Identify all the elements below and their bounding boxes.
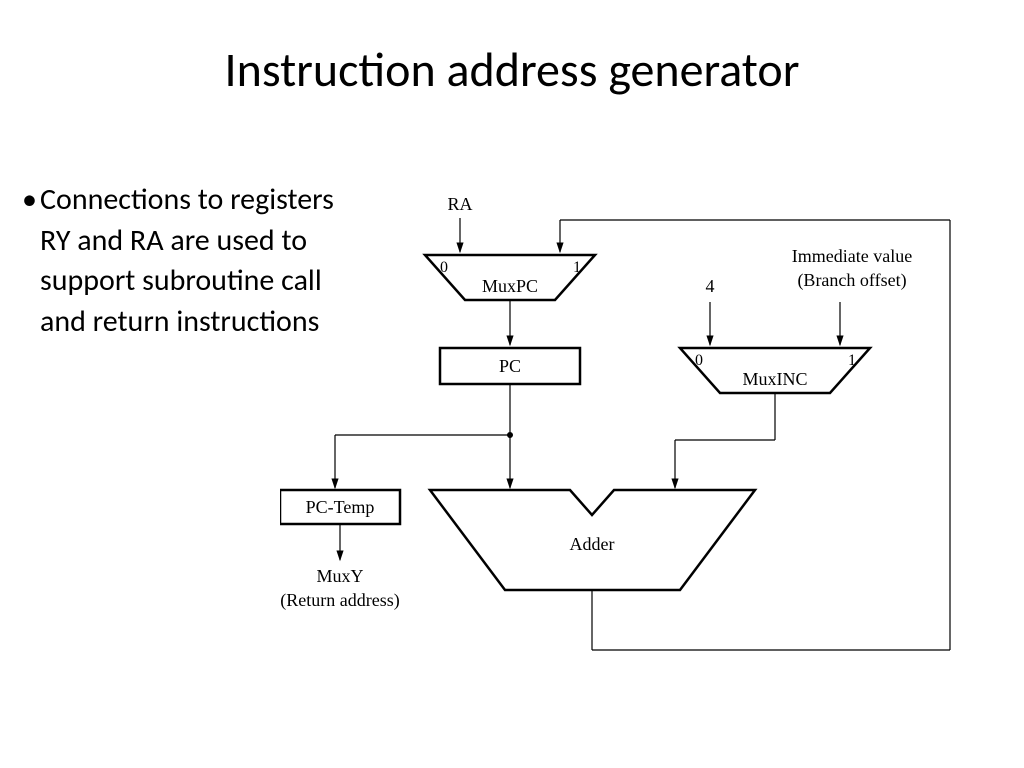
- muxinc-in1: 1: [848, 352, 856, 369]
- immediate-sublabel: (Branch offset): [797, 270, 906, 291]
- muxpc-label: MuxPC: [482, 276, 538, 296]
- diagram-svg: RA 0 1 MuxPC PC PC-Temp: [280, 190, 1000, 710]
- muxpc-in0: 0: [440, 259, 448, 276]
- pc-label: PC: [499, 356, 521, 376]
- muxy-sublabel: (Return address): [280, 590, 399, 611]
- immediate-label: Immediate value: [792, 246, 912, 266]
- muxy-label: MuxY: [316, 566, 363, 586]
- muxinc-label: MuxINC: [742, 369, 807, 389]
- slide: Instruction address generator Connection…: [0, 0, 1024, 768]
- address-generator-diagram: RA 0 1 MuxPC PC PC-Temp: [280, 190, 1000, 710]
- muxinc-in0: 0: [695, 352, 703, 369]
- slide-title: Instruction address generator: [0, 40, 1024, 99]
- muxpc-in1: 1: [573, 259, 581, 276]
- pctemp-label: PC-Temp: [306, 497, 375, 517]
- ra-label: RA: [447, 194, 472, 214]
- adder-label: Adder: [570, 534, 615, 554]
- const-four-label: 4: [706, 276, 715, 296]
